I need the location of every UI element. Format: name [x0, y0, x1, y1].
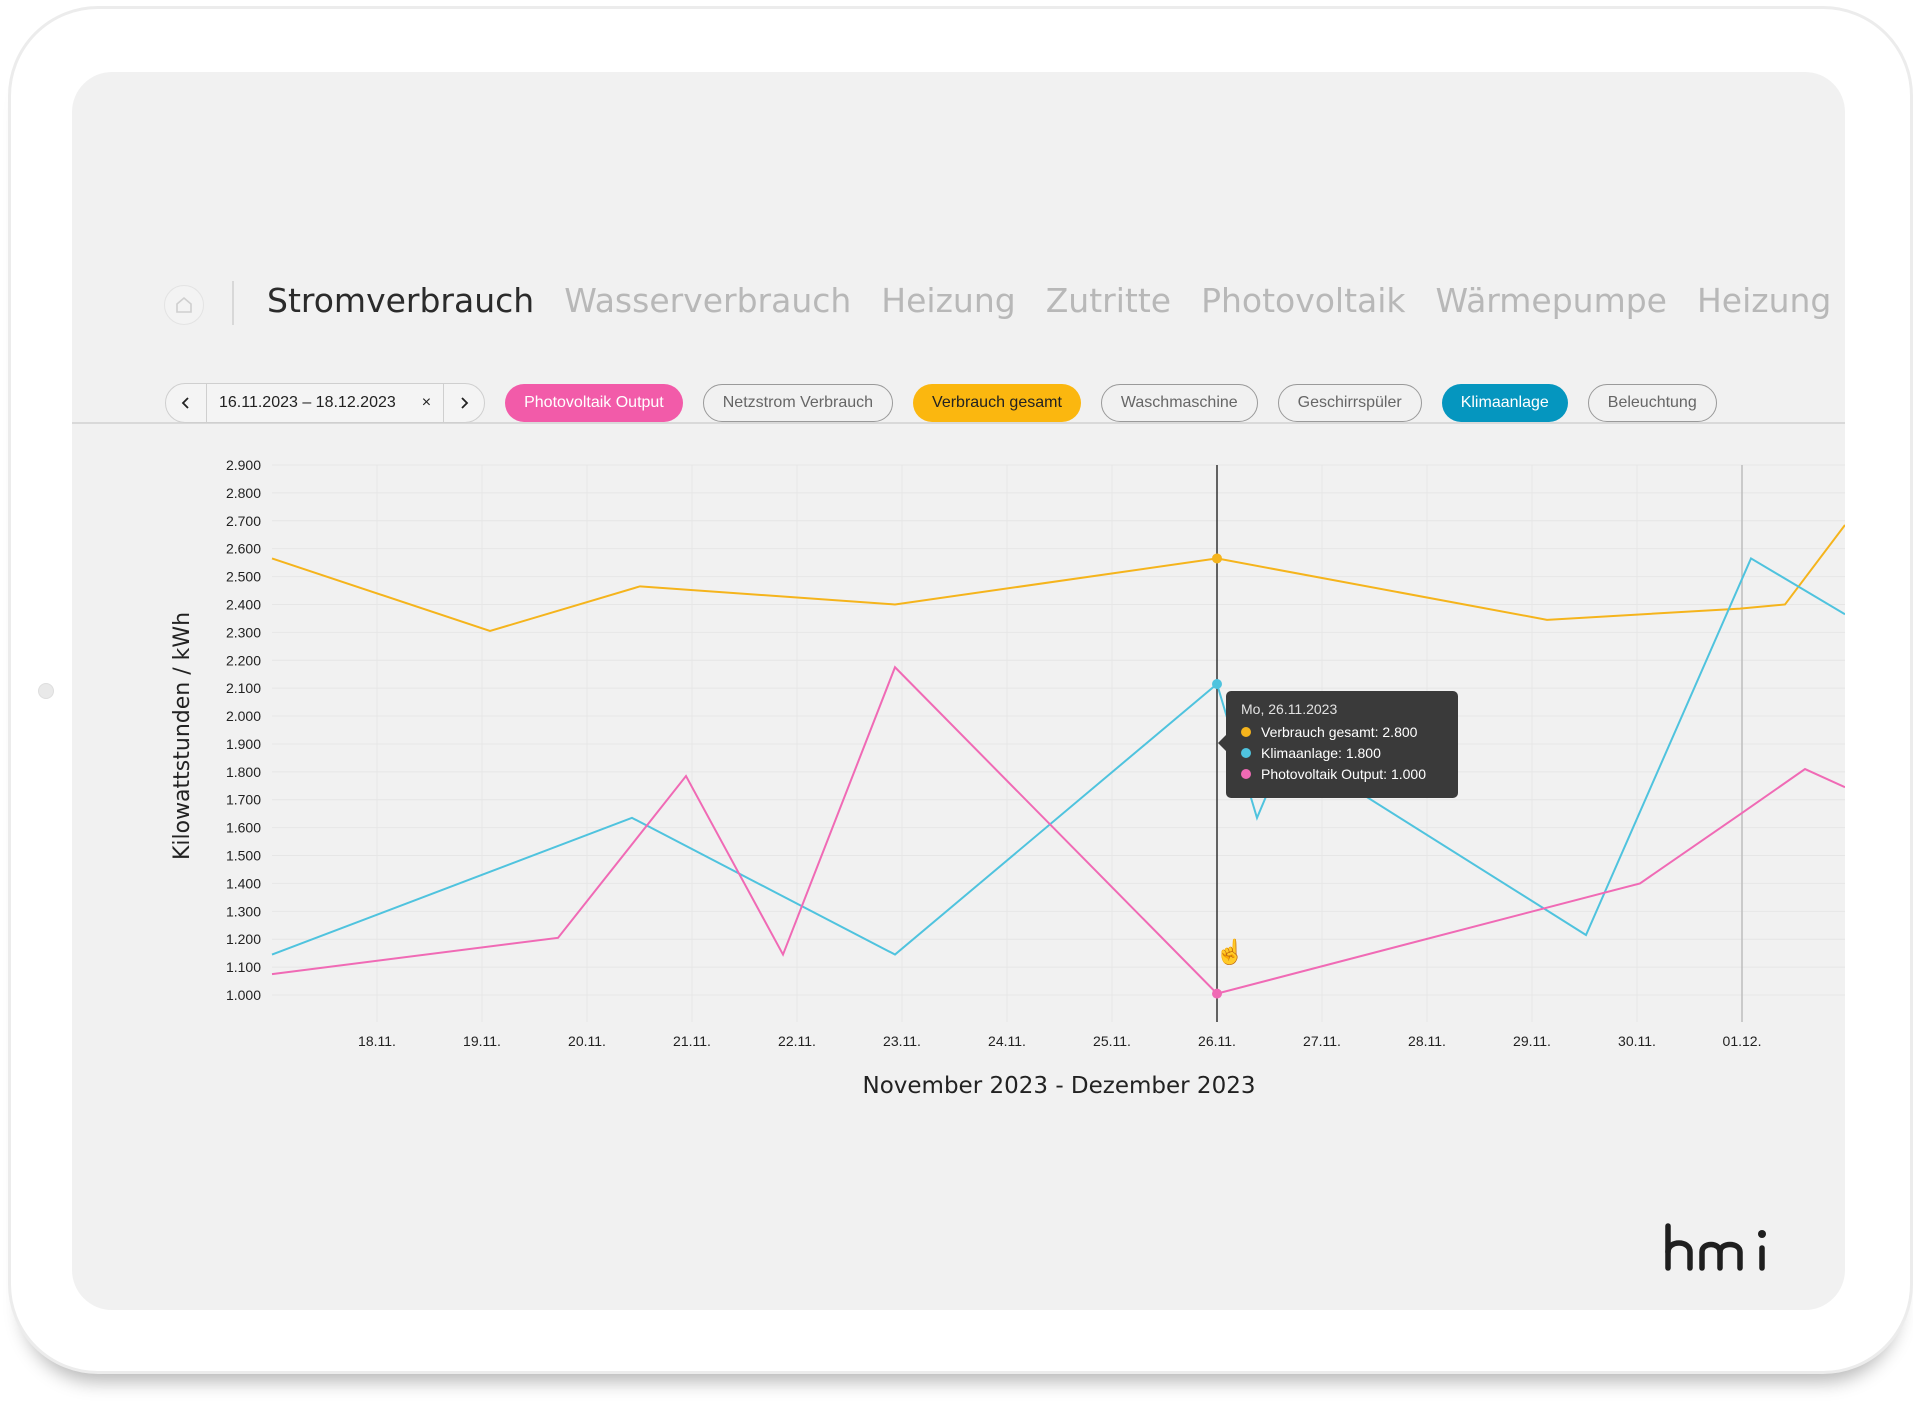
y-tick-label: 1.400	[226, 875, 261, 891]
y-tick-label: 2.700	[226, 513, 261, 529]
hmi-logo	[1665, 1223, 1766, 1271]
x-tick-label: 27.11.	[1303, 1033, 1341, 1049]
hover-point	[1212, 678, 1222, 689]
tooltip-row: Verbrauch gesamt: 2.800	[1241, 721, 1443, 742]
x-tick-label: 24.11.	[988, 1033, 1026, 1049]
y-tick-label: 1.000	[226, 987, 261, 1003]
x-tick-label: 25.11.	[1093, 1033, 1131, 1049]
tooltip-row: Klimaanlage: 1.800	[1241, 742, 1443, 763]
chevron-right-icon	[461, 397, 469, 409]
tab-stromverbrauch[interactable]: Stromverbrauch	[267, 281, 535, 320]
y-tick-label: 2.900	[226, 457, 261, 473]
chip-geschirrspueler[interactable]: Geschirrspüler	[1277, 384, 1422, 422]
tab-waermepumpe[interactable]: Wärmepumpe	[1435, 281, 1667, 320]
x-tick-label: 28.11.	[1408, 1033, 1446, 1049]
x-tick-label: 01.12.	[1723, 1033, 1762, 1049]
tab-photovoltaik[interactable]: Photovoltaik	[1201, 281, 1406, 320]
x-tick-label: 23.11.	[883, 1033, 921, 1049]
x-tick-label: 19.11.	[463, 1033, 501, 1049]
y-tick-label: 1.300	[226, 903, 261, 919]
consumption-line-chart[interactable]: 1.000 1.100 1.200 1.300 1.400 1.500 1.600 1.700…	[72, 72, 1845, 1310]
y-tick-label: 1.200	[226, 931, 261, 947]
series-line	[271, 557, 1845, 956]
y-tick-label: 2.400	[226, 596, 261, 612]
chip-netzstrom-verbrauch[interactable]: Netzstrom Verbrauch	[702, 384, 894, 422]
hover-point	[1212, 553, 1222, 564]
x-tick-label: 26.11.	[1198, 1033, 1236, 1049]
tooltip-dot	[1241, 747, 1251, 758]
y-tick-label: 2.500	[226, 569, 261, 585]
chip-klimaanlage[interactable]: Klimaanlage	[1441, 384, 1568, 422]
y-tick-label: 2.200	[226, 652, 261, 668]
y-tick-label: 2.100	[226, 680, 261, 696]
y-axis-title: Kilowattstunden / kWh	[170, 612, 195, 860]
filter-toolbar: 16.11.2023 – 18.12.2023 × Photovoltaik O…	[165, 383, 1717, 423]
y-tick-label: 1.700	[226, 792, 261, 808]
tooltip-row: Photovoltaik Output: 1.000	[1241, 763, 1443, 784]
y-tick-label: 1.500	[226, 848, 261, 864]
tooltip-row-label: Klimaanlage: 1.800	[1261, 744, 1381, 761]
y-tick-label: 2.000	[226, 708, 261, 724]
x-axis-title: November 2023 - Dezember 2023	[863, 1073, 1256, 1099]
screen: Stromverbrauch Wasserverbrauch Heizung Z…	[72, 72, 1845, 1310]
x-tick-label: 30.11.	[1618, 1033, 1656, 1049]
chevron-left-icon	[181, 397, 189, 409]
date-range-picker: 16.11.2023 – 18.12.2023 ×	[165, 383, 486, 423]
x-tick-label: 29.11.	[1513, 1033, 1551, 1049]
series-line	[271, 524, 1845, 633]
y-tick-label: 2.600	[226, 541, 261, 557]
chip-verbrauch-gesamt[interactable]: Verbrauch gesamt	[913, 384, 1081, 422]
home-icon	[176, 296, 192, 313]
series-line	[271, 665, 1845, 995]
date-range-field[interactable]: 16.11.2023 – 18.12.2023 ×	[206, 384, 445, 422]
nav-divider	[232, 281, 234, 325]
chip-waschmaschine[interactable]: Waschmaschine	[1100, 384, 1258, 422]
x-tick-label: 18.11.	[358, 1033, 396, 1049]
y-tick-label: 1.800	[226, 764, 261, 780]
top-navigation: Stromverbrauch Wasserverbrauch Heizung Z…	[72, 277, 1845, 424]
prev-period-button[interactable]	[166, 384, 206, 422]
y-tick-label: 2.300	[226, 624, 261, 640]
date-range-text: 16.11.2023 – 18.12.2023	[219, 394, 396, 411]
tab-heizung-pool[interactable]: Heizung Poo	[1696, 281, 1845, 320]
x-tick-label: 21.11.	[673, 1033, 711, 1049]
chip-beleuchtung[interactable]: Beleuchtung	[1587, 384, 1717, 422]
clear-date-button[interactable]: ×	[421, 394, 432, 411]
tab-heizung[interactable]: Heizung	[881, 281, 1016, 320]
y-tick-label: 2.800	[226, 485, 261, 501]
hover-point	[1212, 988, 1222, 999]
tab-bar: Stromverbrauch Wasserverbrauch Heizung Z…	[267, 281, 1845, 321]
pointer-cursor-icon: ☝	[1215, 937, 1245, 966]
home-button[interactable]	[164, 285, 204, 325]
y-tick-label: 1.100	[226, 959, 261, 975]
tab-wasserverbrauch[interactable]: Wasserverbrauch	[564, 281, 852, 320]
y-tick-label: 1.900	[226, 736, 261, 752]
x-tick-label: 22.11.	[778, 1033, 816, 1049]
chart-tooltip: Mo, 26.11.2023 Verbrauch gesamt: 2.800 K…	[1218, 691, 1458, 798]
next-period-button[interactable]	[444, 384, 484, 422]
tooltip-date: Mo, 26.11.2023	[1241, 701, 1338, 717]
series-filter-chips: Photovoltaik Output Netzstrom Verbrauch …	[505, 384, 1717, 422]
camera-icon	[38, 683, 54, 699]
tooltip-dot	[1241, 768, 1251, 779]
tooltip-dot	[1241, 726, 1251, 737]
y-tick-label: 1.600	[226, 820, 261, 836]
x-tick-label: 20.11.	[568, 1033, 606, 1049]
tooltip-row-label: Verbrauch gesamt: 2.800	[1261, 723, 1418, 740]
tooltip-row-label: Photovoltaik Output: 1.000	[1261, 765, 1426, 782]
tab-zutritte[interactable]: Zutritte	[1045, 281, 1172, 320]
chip-photovoltaik-output[interactable]: Photovoltaik Output	[505, 384, 683, 422]
